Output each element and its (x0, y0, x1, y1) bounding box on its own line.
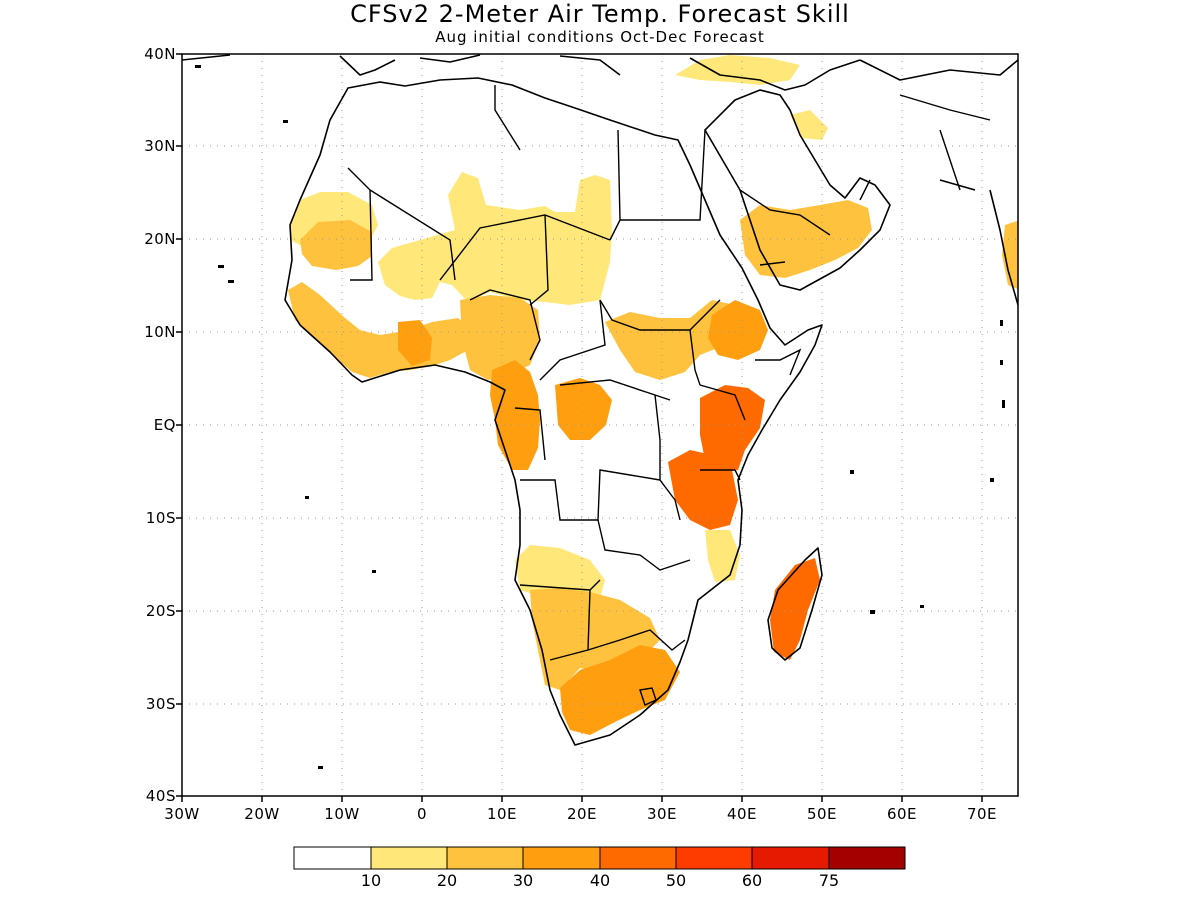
shade-kenya (700, 385, 765, 472)
europe-coastline (182, 54, 861, 91)
shade-arabia (740, 200, 872, 278)
shade-mozambique (705, 530, 740, 582)
madagascar-coastline (767, 547, 823, 661)
x-tick-label: 20W (244, 805, 280, 823)
shade-central-africa (555, 378, 612, 440)
y-tick-label: 20S (145, 602, 176, 620)
x-tick-label: 20E (566, 805, 598, 823)
y-tick-label: 30N (144, 137, 176, 155)
arabia-coastline (704, 89, 891, 291)
shade-sudan (605, 300, 742, 380)
y-tick-label: EQ (153, 416, 176, 434)
x-tick-label: 40E (726, 805, 758, 823)
x-tick-label: 50E (806, 805, 838, 823)
map-subtitle: Aug initial conditions Oct-Dec Forecast (435, 28, 765, 46)
x-tick-label: 10E (486, 805, 518, 823)
colorbar-label: 10 (360, 871, 382, 890)
central-asia-coast (859, 59, 1018, 81)
map-title: CFSv2 2-Meter Air Temp. Forecast Skill (350, 0, 850, 28)
colorbar-swatch (370, 846, 448, 870)
y-tick-label: 10N (144, 323, 176, 341)
y-tick-label: 40S (145, 787, 176, 805)
axis-ticks (176, 53, 983, 802)
shade-mauritania (300, 220, 372, 270)
colorbar-swatch (446, 846, 524, 870)
colorbar-label: 75 (818, 871, 840, 890)
colorbar-swatch (751, 846, 830, 870)
coastlines (182, 54, 1018, 746)
x-tick-label: 30E (646, 805, 678, 823)
shade-ethiopia (708, 300, 768, 360)
shade-madagascar (770, 558, 820, 660)
graticule (182, 54, 1018, 796)
country-borders (347, 85, 991, 706)
colorbar-swatch (828, 846, 906, 870)
shade-turkey (675, 55, 800, 85)
colorbar-swatch (675, 846, 753, 870)
lesotho-border (639, 687, 657, 706)
colorbar-label: 30 (512, 871, 534, 890)
x-tick-label: 0 (416, 805, 428, 823)
colorbar-label: 60 (741, 871, 763, 890)
colorbar-label: 20 (436, 871, 458, 890)
x-tick-label: 60E (886, 805, 918, 823)
shade-namibia-botswana (530, 588, 660, 690)
shade-sahel-west (378, 172, 612, 305)
colorbar (293, 846, 906, 870)
y-tick-label: 10S (145, 509, 176, 527)
y-tick-label: 40N (144, 45, 176, 63)
shade-south-africa (560, 645, 680, 735)
colorbar-label: 40 (589, 871, 611, 890)
colorbar-label: 50 (665, 871, 687, 890)
y-tick-label: 30S (145, 695, 176, 713)
colorbar-swatch (599, 846, 677, 870)
islands (195, 65, 1005, 769)
africa-coastline (284, 77, 823, 746)
shade-nigeria (460, 295, 540, 380)
x-tick-label: 30W (164, 805, 200, 823)
colorbar-swatch (522, 846, 601, 870)
india-coastline (939, 179, 1018, 306)
y-tick-label: 20N (144, 230, 176, 248)
x-tick-label: 10W (324, 805, 360, 823)
colorbar-swatch (293, 846, 372, 870)
shade-india (1002, 220, 1018, 290)
x-tick-label: 70E (966, 805, 998, 823)
shade-west-coast (288, 282, 470, 378)
skill-shading (288, 55, 1018, 735)
